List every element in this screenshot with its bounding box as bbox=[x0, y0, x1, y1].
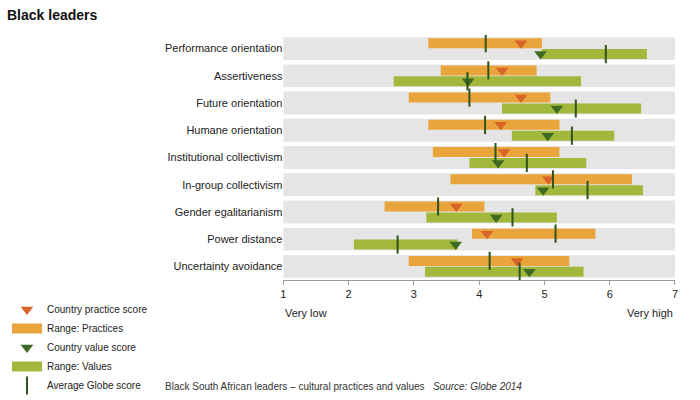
svg-text:2: 2 bbox=[346, 288, 352, 300]
svg-text:6: 6 bbox=[607, 288, 613, 300]
svg-text:Power distance: Power distance bbox=[207, 233, 282, 245]
svg-text:Humane orientation: Humane orientation bbox=[186, 124, 282, 136]
svg-text:Very low: Very low bbox=[285, 307, 327, 319]
svg-text:Gender egalitarianism: Gender egalitarianism bbox=[175, 206, 283, 218]
svg-text:Country value score: Country value score bbox=[47, 342, 136, 353]
svg-text:Future orientation: Future orientation bbox=[196, 97, 282, 109]
svg-text:7: 7 bbox=[672, 288, 678, 300]
svg-text:Country practice score: Country practice score bbox=[47, 304, 147, 315]
svg-text:Very high: Very high bbox=[627, 307, 673, 319]
svg-text:Black South African leaders –: Black South African leaders – cultural p… bbox=[165, 381, 522, 392]
svg-text:5: 5 bbox=[541, 288, 547, 300]
svg-text:Average Globe score: Average Globe score bbox=[47, 380, 141, 391]
svg-text:4: 4 bbox=[476, 288, 482, 300]
svg-text:Uncertainty avoidance: Uncertainty avoidance bbox=[174, 260, 283, 272]
svg-text:In-group collectivism: In-group collectivism bbox=[182, 179, 282, 191]
svg-text:3: 3 bbox=[411, 288, 417, 300]
svg-text:Performance orientation: Performance orientation bbox=[165, 42, 282, 54]
svg-text:Range: Practices: Range: Practices bbox=[47, 323, 123, 334]
svg-text:1: 1 bbox=[280, 288, 286, 300]
svg-text:Black leaders: Black leaders bbox=[7, 7, 97, 23]
svg-text:Range: Values: Range: Values bbox=[47, 361, 112, 372]
svg-text:Assertiveness: Assertiveness bbox=[214, 70, 283, 82]
svg-text:Institutional collectivism: Institutional collectivism bbox=[167, 151, 282, 163]
